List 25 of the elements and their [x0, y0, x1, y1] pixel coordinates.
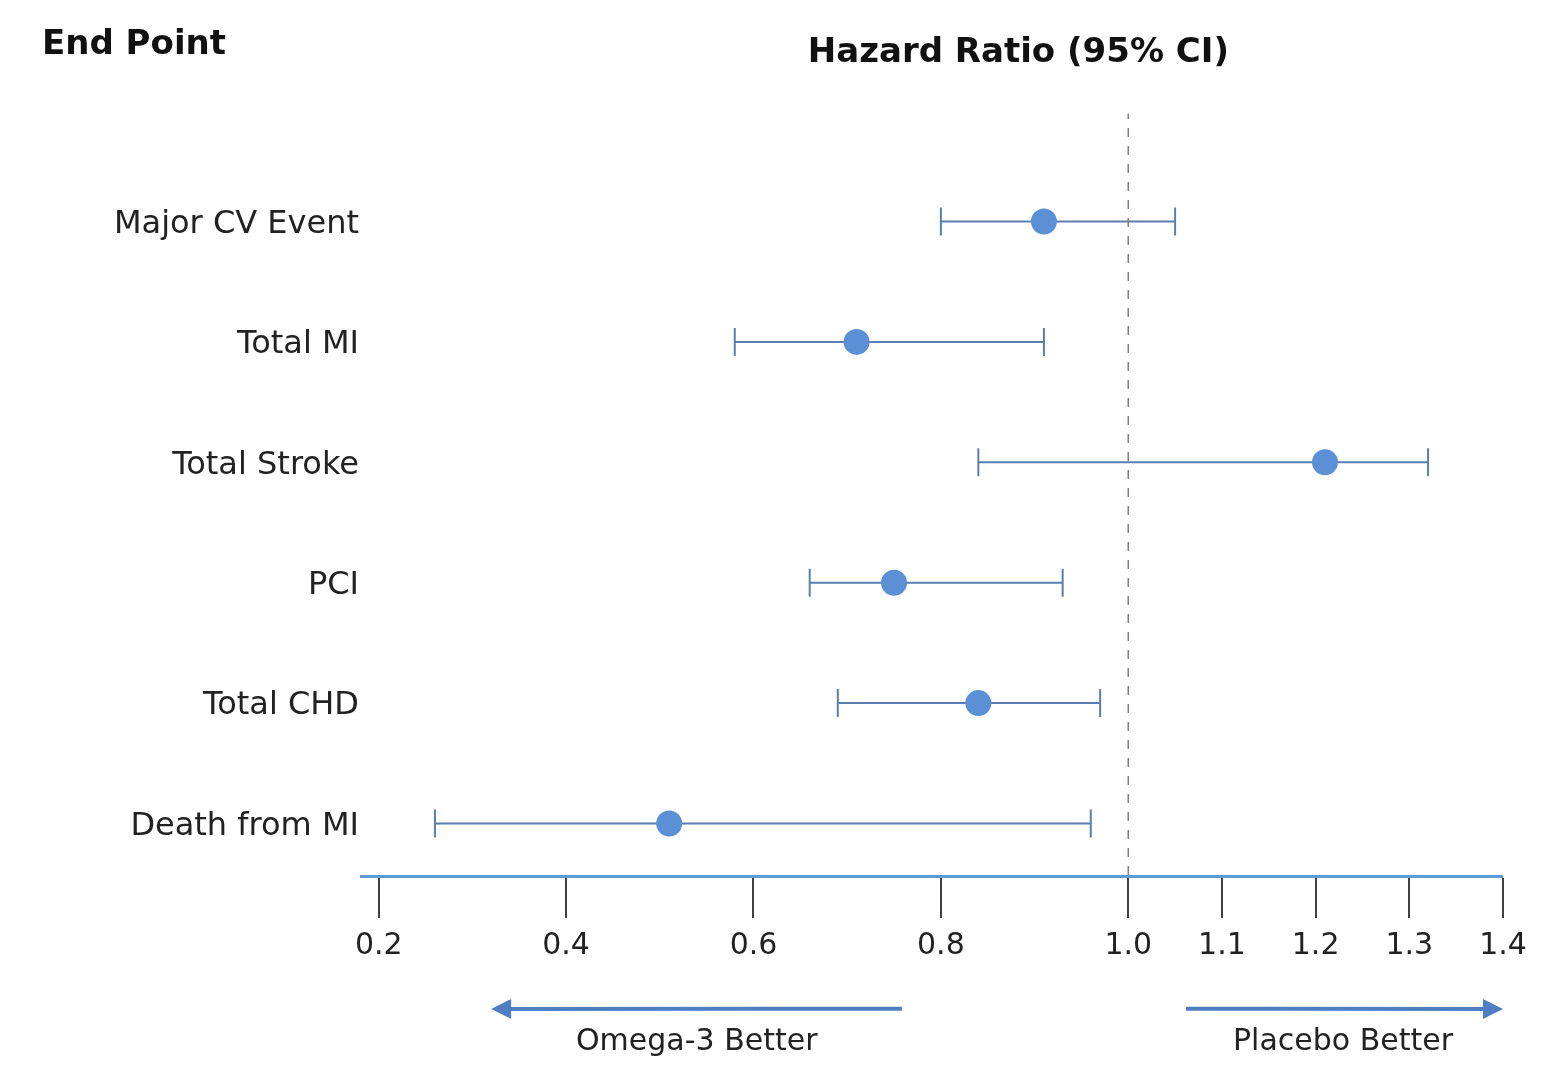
text: End Point: [42, 22, 226, 62]
x-tick-label: 1.1: [1198, 926, 1246, 961]
x-tick-label: 1.0: [1104, 926, 1153, 961]
y-tick-label: Death from MI: [130, 804, 359, 843]
x-tick-label: 0.2: [354, 926, 403, 961]
point: [656, 810, 683, 837]
x-tick-label: 1.3: [1385, 926, 1434, 961]
x-tick-label: 1.4: [1479, 926, 1527, 961]
y-tick-label: Total CHD: [202, 684, 359, 723]
point: [1030, 208, 1057, 235]
y-tick-label: Total MI: [236, 323, 359, 362]
y-tick-label: PCI: [307, 563, 359, 602]
point: [843, 328, 870, 355]
text: Placebo Better: [1233, 1022, 1454, 1057]
point: [965, 690, 992, 717]
point: [881, 569, 908, 596]
x-tick-label: 0.4: [542, 926, 590, 961]
point: [1312, 449, 1338, 476]
x-tick-label: 0.6: [729, 926, 778, 961]
y-tick-label: Total Stroke: [171, 443, 359, 482]
y-tick-label: Major CV Event: [113, 202, 359, 241]
x-tick-label: 1.2: [1291, 926, 1340, 961]
chart-title: Hazard Ratio (95% CI): [807, 29, 1229, 70]
text: Omega-3 Better: [576, 1022, 819, 1057]
x-tick-label: 0.8: [917, 926, 965, 961]
